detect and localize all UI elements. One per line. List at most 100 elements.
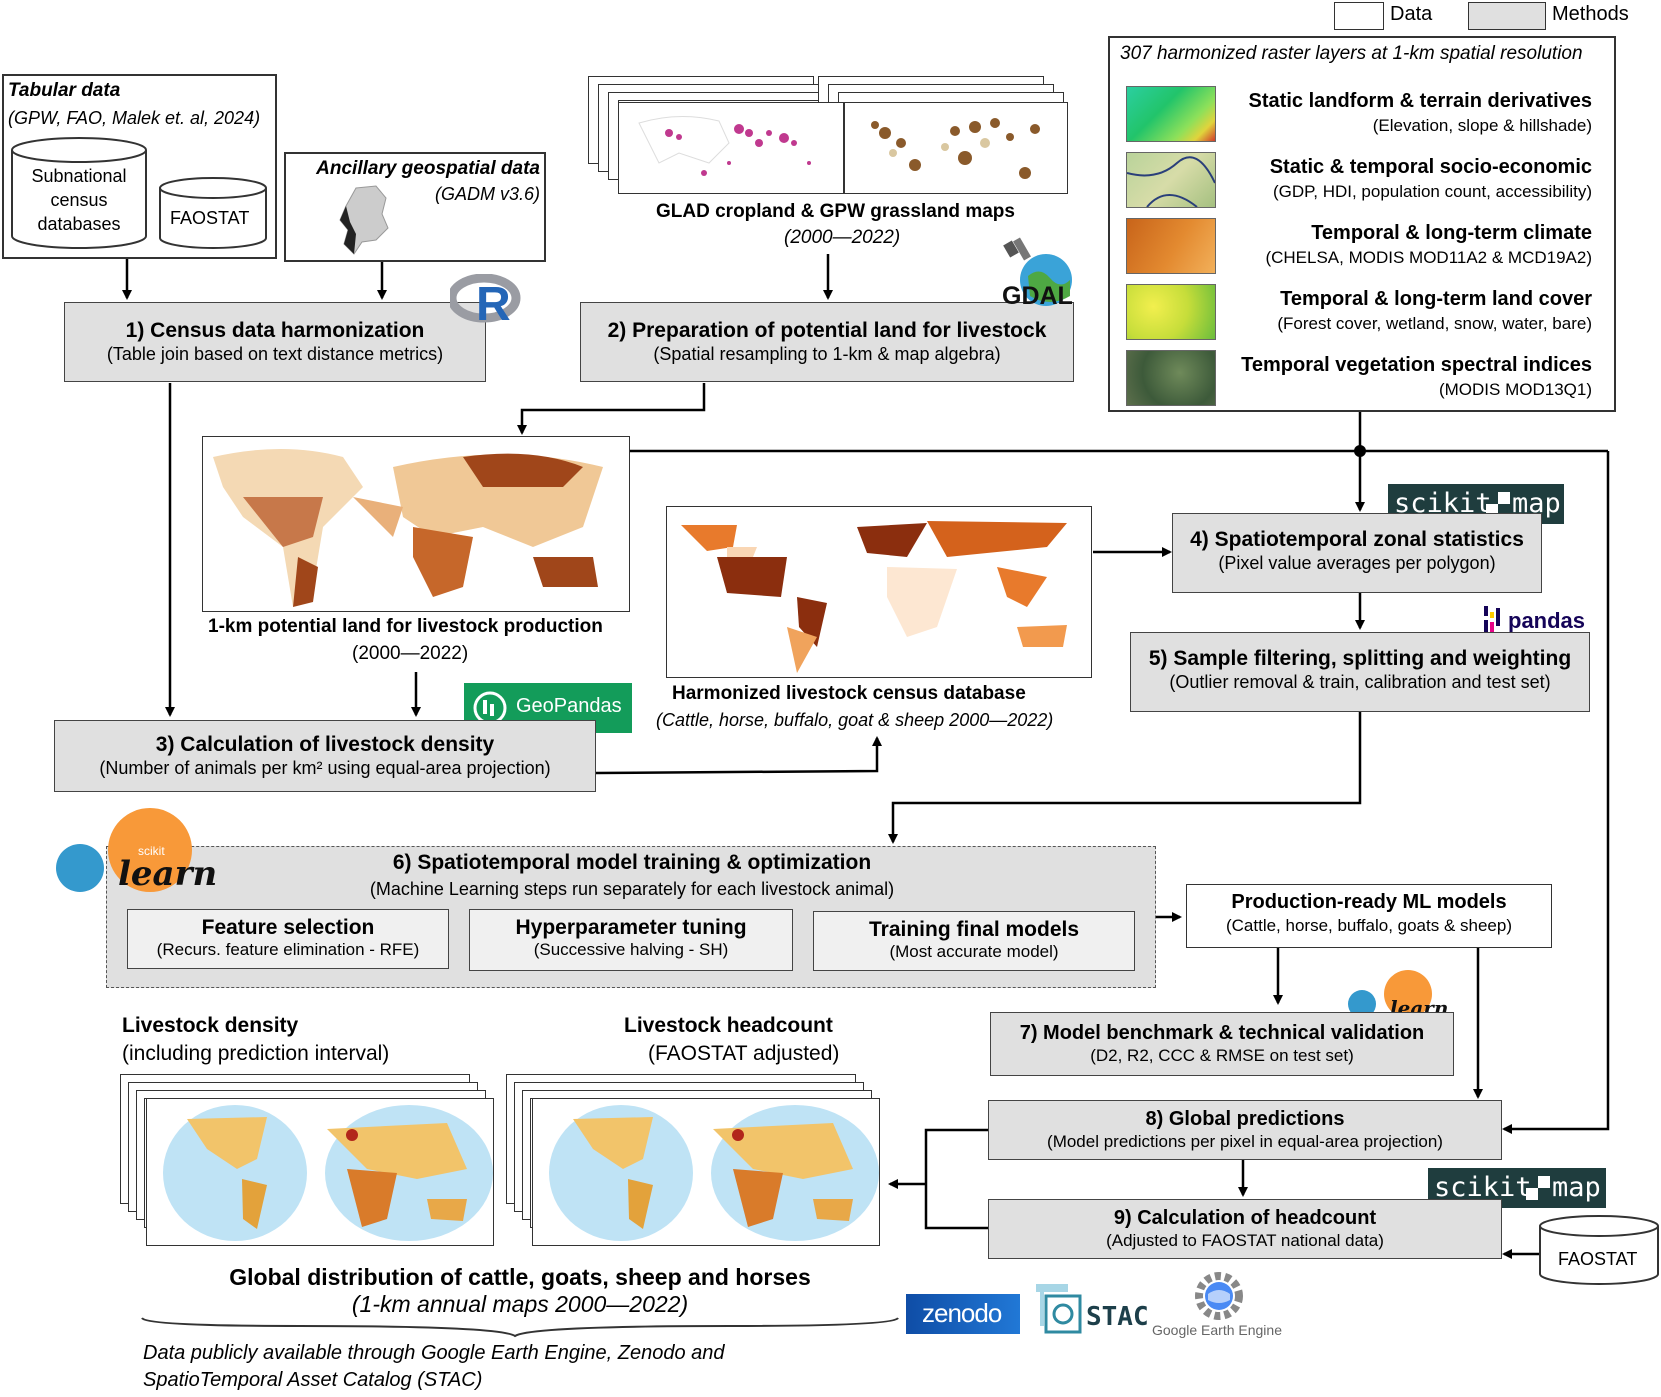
headcount-sub: (FAOSTAT adjusted) xyxy=(648,1042,840,1065)
step9-title: 9) Calculation of headcount xyxy=(1113,1207,1377,1229)
stac-logo: STAC xyxy=(1034,1282,1150,1338)
socio-thumb xyxy=(1126,152,1216,208)
step7-model-benchmark: 7) Model benchmark & technical validatio… xyxy=(990,1012,1454,1076)
zenodo-logo: zenodo xyxy=(906,1294,1020,1334)
potential-land-years: (2000—2022) xyxy=(352,643,469,664)
vegetation-thumb xyxy=(1126,350,1216,406)
sklearn-logo: scikit learn xyxy=(52,808,217,894)
step9-headcount: 9) Calculation of headcount (Adjusted to… xyxy=(988,1199,1502,1259)
availability-line1: Data publicly available through Google E… xyxy=(143,1342,725,1364)
subnational-db-icon xyxy=(11,137,147,249)
headcount-title: Livestock headcount xyxy=(624,1014,833,1037)
substep2-sub: (Successive halving - SH) xyxy=(533,940,729,959)
admin-polygon-icon xyxy=(339,185,389,255)
substep2-title: Hyperparameter tuning xyxy=(515,916,747,939)
step7-sub: (D2, R2, CCC & RMSE on test set) xyxy=(1090,1046,1354,1065)
density-map xyxy=(146,1098,494,1246)
legend-data-swatch xyxy=(1334,2,1384,30)
step2-title: 2) Preparation of potential land for liv… xyxy=(607,319,1047,342)
ml-models-title: Production-ready ML models xyxy=(1231,891,1507,913)
substep-training-final: Training final models (Most accurate mod… xyxy=(813,911,1135,971)
r-logo-letter: R xyxy=(476,278,511,331)
db1-line1: Subnational xyxy=(31,166,127,186)
layer-vegetation-detail: (MODIS MOD13Q1) xyxy=(1438,380,1592,399)
step8-sub: (Model predictions per pixel in equal-ar… xyxy=(1047,1132,1443,1151)
step6-sub: (Machine Learning steps run separately f… xyxy=(369,879,895,899)
global-distribution-sub: (1-km annual maps 2000—2022) xyxy=(351,1291,689,1317)
layer-climate-detail: (CHELSA, MODIS MOD11A2 & MCD19A2) xyxy=(1265,248,1592,267)
landcover-thumb xyxy=(1126,284,1216,340)
step7-title: 7) Model benchmark & technical validatio… xyxy=(1019,1022,1425,1044)
db1-line3: databases xyxy=(37,214,121,234)
layer-landcover-name: Temporal & long-term land cover xyxy=(1280,288,1592,310)
legend-methods-label: Methods xyxy=(1552,3,1629,25)
ml-models-sub: (Cattle, horse, buffalo, goats & sheep) xyxy=(1225,916,1513,935)
density-sub: (including prediction interval) xyxy=(122,1042,390,1065)
step9-sub: (Adjusted to FAOSTAT national data) xyxy=(1106,1231,1384,1250)
db1-line2: census xyxy=(50,190,108,210)
substep-hyperparameter-tuning: Hyperparameter tuning (Successive halvin… xyxy=(469,909,793,971)
layer-socio: Static & temporal socio-economic (GDP, H… xyxy=(1110,152,1610,208)
step5-title: 5) Sample filtering, splitting and weigh… xyxy=(1148,647,1572,670)
legend: Data Methods xyxy=(1334,0,1660,30)
grassland-map xyxy=(844,102,1068,194)
scikit-map-bottom-text2: map xyxy=(1552,1172,1601,1203)
faostat-db-label: FAOSTAT xyxy=(170,208,250,228)
legend-data-label: Data xyxy=(1390,3,1433,25)
raster-title: 307 harmonized raster layers at 1-km spa… xyxy=(1120,43,1583,64)
substep3-sub: (Most accurate model) xyxy=(889,942,1059,961)
glad-title: GLAD cropland & GPW grassland maps xyxy=(656,201,1015,222)
step3-livestock-density: 3) Calculation of livestock density (Num… xyxy=(54,720,596,792)
layer-climate: Temporal & long-term climate (CHELSA, MO… xyxy=(1110,218,1610,274)
terrain-thumb xyxy=(1126,86,1216,142)
faostat-db-icon xyxy=(159,177,267,249)
density-title: Livestock density xyxy=(122,1014,299,1037)
gee-text: Google Earth Engine xyxy=(1152,1322,1282,1338)
layer-terrain-name: Static landform & terrain derivatives xyxy=(1248,90,1592,112)
headcount-map xyxy=(532,1098,880,1246)
step2-sub: (Spatial resampling to 1-km & map algebr… xyxy=(653,344,1001,364)
step4-zonal-statistics: 4) Spatiotemporal zonal statistics (Pixe… xyxy=(1172,513,1542,593)
gdal-text: GDAL xyxy=(1002,282,1073,310)
cropland-map xyxy=(618,102,844,194)
gdal-logo: GDAL xyxy=(1000,236,1076,312)
step4-sub: (Pixel value averages per polygon) xyxy=(1218,553,1496,573)
census-db-title: Harmonized livestock census database xyxy=(672,683,1026,704)
tabular-data-box: Tabular data (GPW, FAO, Malek et. al, 20… xyxy=(2,74,277,259)
layer-terrain-detail: (Elevation, slope & hillshade) xyxy=(1372,116,1592,135)
scikit-map-bottom-text1: scikit xyxy=(1434,1172,1532,1203)
step8-title: 8) Global predictions xyxy=(1145,1108,1345,1130)
raster-layers-box: 307 harmonized raster layers at 1-km spa… xyxy=(1108,36,1616,412)
geopandas-text: GeoPandas xyxy=(516,695,622,717)
google-earth-engine-logo: Google Earth Engine xyxy=(1150,1272,1290,1344)
glad-years: (2000—2022) xyxy=(784,227,901,248)
step1-sub: (Table join based on text distance metri… xyxy=(106,344,444,364)
scikit-map-logo-bottom: scikit map xyxy=(1428,1168,1606,1208)
layer-landcover-detail: (Forest cover, wetland, snow, water, bar… xyxy=(1277,314,1592,333)
zenodo-text: zenodo xyxy=(922,1298,1002,1328)
step2-potential-land: 2) Preparation of potential land for liv… xyxy=(580,302,1074,382)
layer-vegetation-name: Temporal vegetation spectral indices xyxy=(1241,354,1592,376)
potential-land-map xyxy=(202,436,630,612)
ancillary-title: Ancillary geospatial data xyxy=(316,158,540,179)
availability-line2: SpatioTemporal Asset Catalog (STAC) xyxy=(143,1369,483,1391)
step4-title: 4) Spatiotemporal zonal statistics xyxy=(1190,528,1524,551)
climate-thumb xyxy=(1126,218,1216,274)
step1-census-harmonization: 1) Census data harmonization (Table join… xyxy=(64,302,486,382)
stac-text: STAC xyxy=(1086,1302,1149,1332)
ml-models-box: Production-ready ML models (Cattle, hors… xyxy=(1186,884,1552,948)
pandas-logo: pandas xyxy=(1482,606,1598,638)
step5-sub: (Outlier removal & train, calibration an… xyxy=(1169,672,1551,692)
faostat-bottom-label: FAOSTAT xyxy=(1558,1249,1638,1269)
sklearn-small-text: scikit xyxy=(138,844,165,858)
step3-sub: (Number of animals per km² using equal-a… xyxy=(99,758,551,778)
global-distribution-title: Global distribution of cattle, goats, sh… xyxy=(229,1264,811,1290)
step1-title: 1) Census data harmonization xyxy=(125,319,425,342)
tabular-sources: (GPW, FAO, Malek et. al, 2024) xyxy=(8,108,261,128)
ancillary-data-box: Ancillary geospatial data (GADM v3.6) xyxy=(284,152,546,262)
substep1-sub: (Recurs. feature elimination - RFE) xyxy=(156,940,420,959)
pandas-text: pandas xyxy=(1508,608,1586,633)
step6-model-training: 6) Spatiotemporal model training & optim… xyxy=(106,846,1156,988)
legend-methods-swatch xyxy=(1468,2,1546,30)
